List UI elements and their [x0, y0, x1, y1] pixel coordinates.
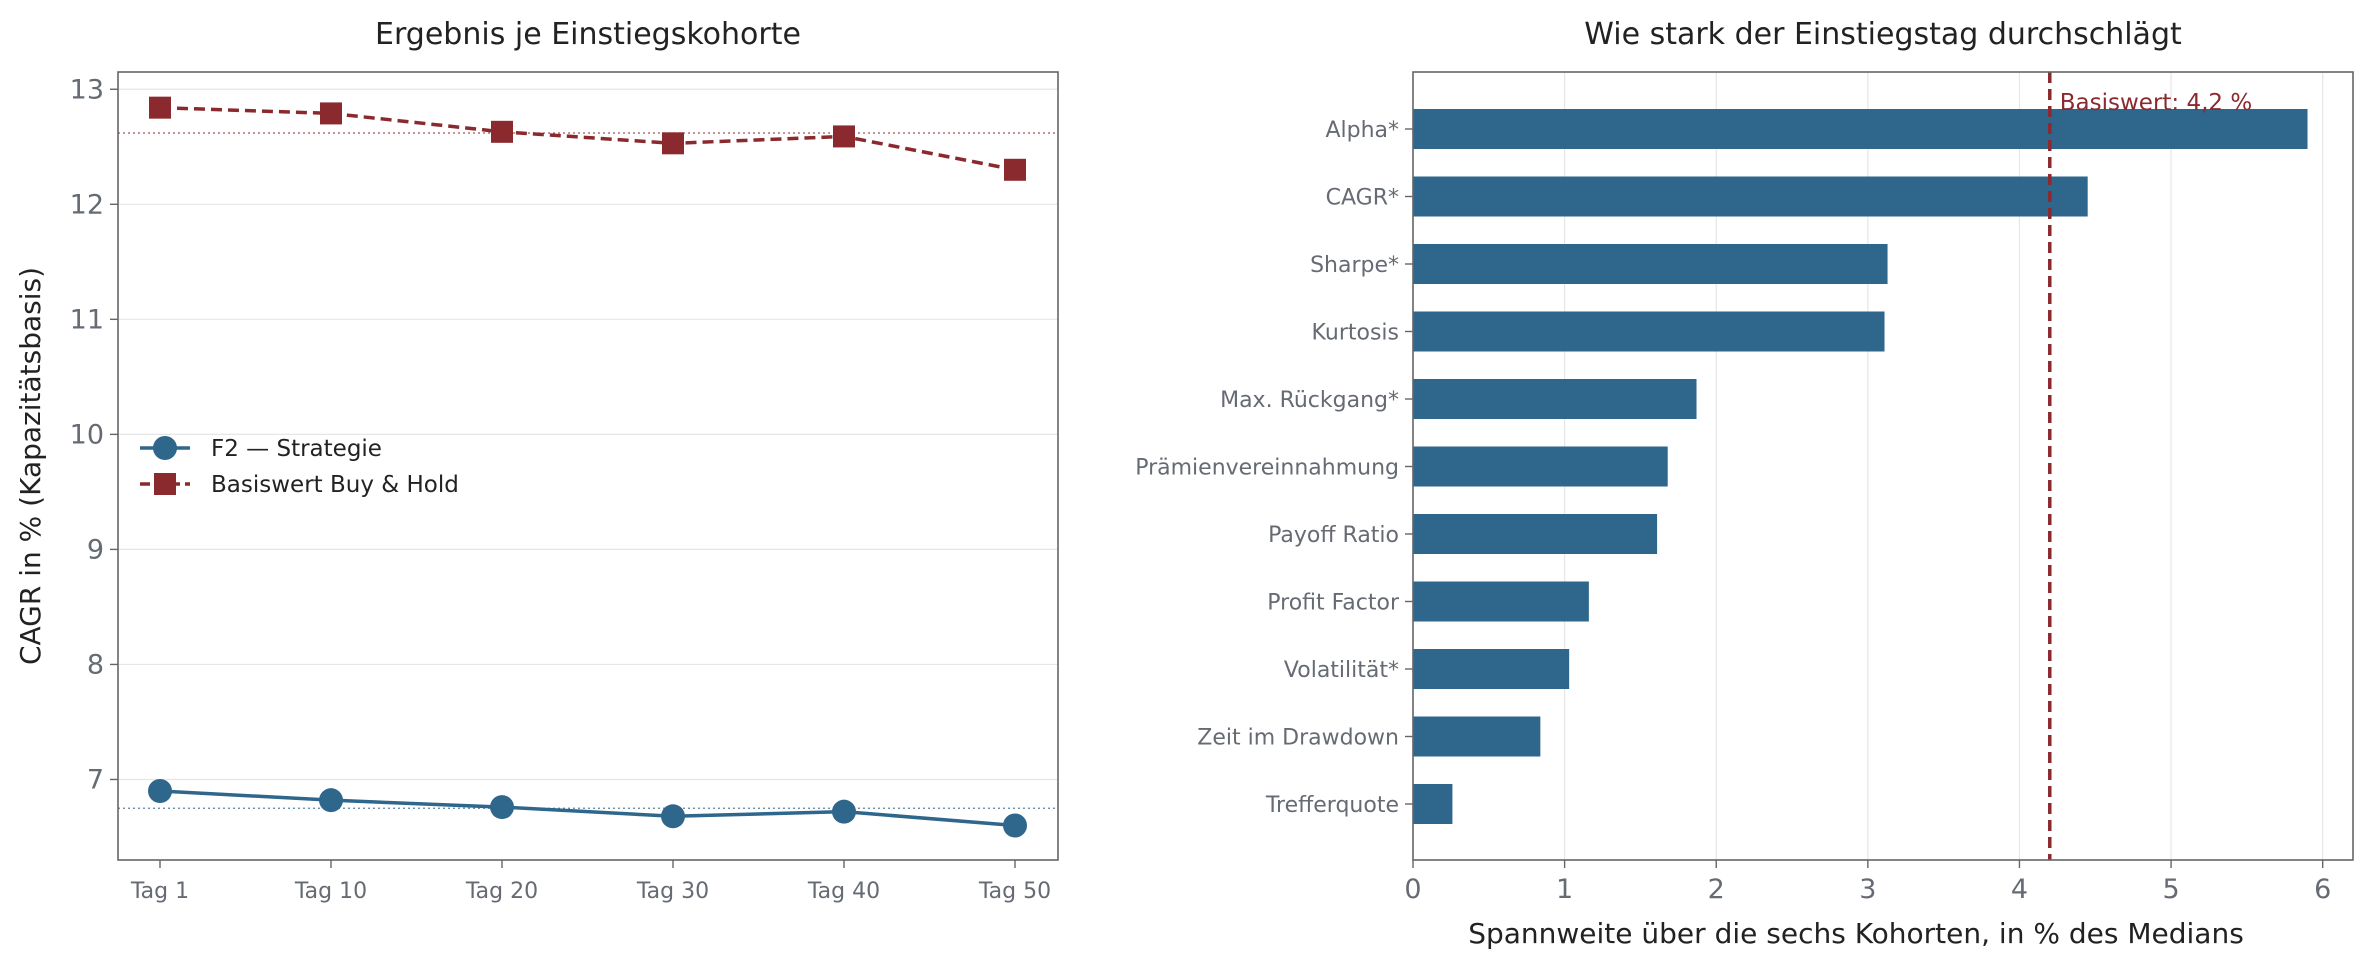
left-chart-panel: 7 8 9 10 11 12 13 Tag 1 Tag 10 Tag 20 Tag 30 Tag 4…: [14, 17, 1059, 904]
bar-8: [1413, 649, 1570, 689]
right-chart-title: Wie stark der Einstiegstag durchschlägt: [1584, 17, 2182, 52]
category-label-4: Max. Rückgang*: [1220, 388, 1399, 413]
bar-0: [1413, 109, 2308, 149]
category-label-7: Profit Factor: [1267, 591, 1400, 616]
left-chart-title: Ergebnis je Einstiegskohorte: [375, 17, 801, 52]
series-line-1: [159, 105, 1016, 172]
bar-2: [1413, 244, 1888, 284]
category-label-10: Trefferquote: [1265, 793, 1399, 818]
left-y-tick-label: 13: [70, 74, 104, 105]
left-plot-frame: [117, 71, 1059, 861]
data-point-0-5: [1003, 813, 1027, 838]
category-label-1: CAGR*: [1326, 186, 1399, 211]
right-x-tick-label: 1: [1556, 874, 1573, 905]
left-x-tick-label: Tag 10: [294, 879, 367, 904]
legend-label-benchmark: Basiswert Buy & Hold: [211, 472, 459, 498]
bar-6: [1413, 514, 1658, 554]
data-point-1-0: [149, 96, 171, 119]
left-y-tick-label: 10: [70, 419, 104, 450]
legend-item-benchmark: Basiswert Buy & Hold: [140, 472, 459, 498]
legend-item-strategy: F2 — Strategie: [140, 436, 382, 462]
right-plot-frame: [1412, 71, 2354, 861]
left-y-axis-label: CAGR in % (Kapazitätsbasis): [14, 267, 47, 665]
category-label-2: Sharpe*: [1310, 253, 1399, 278]
right-x-tick-label: 5: [2162, 874, 2179, 905]
left-reference-lines: [118, 132, 1058, 809]
right-x-axis-label: Spannweite über die sechs Kohorten, in %…: [1468, 917, 2244, 950]
data-point-0-1: [319, 788, 343, 813]
bar-1: [1413, 176, 2088, 217]
legend-label-strategy: F2 — Strategie: [211, 436, 382, 462]
reference-line-label: Basiswert: 4,2 %: [2060, 90, 2252, 116]
bar-3: [1413, 311, 1885, 352]
right-x-tick-label: 2: [1708, 874, 1725, 905]
data-point-1-1: [320, 102, 342, 125]
category-label-3: Kurtosis: [1312, 321, 1399, 346]
right-x-tick-label: 3: [1859, 874, 1876, 905]
bar-4: [1413, 379, 1697, 419]
left-legend: F2 — Strategie Basiswert Buy & Hold: [140, 436, 459, 498]
category-label-0: Alpha*: [1325, 118, 1399, 143]
right-x-tick-label: 4: [2011, 874, 2028, 905]
data-point-0-4: [832, 799, 856, 824]
right-x-tick-label: 6: [2314, 874, 2331, 905]
left-y-tick-label: 11: [70, 304, 104, 335]
left-x-tick-label: Tag 30: [636, 879, 709, 904]
data-point-1-2: [491, 120, 513, 143]
left-y-tick-label: 7: [87, 764, 104, 795]
left-grid: [118, 88, 1058, 781]
category-label-6: Payoff Ratio: [1268, 523, 1399, 548]
right-bars-group: [1413, 109, 2308, 824]
left-x-tick-label: Tag 1: [130, 879, 189, 904]
left-x-ticks: Tag 1 Tag 10 Tag 20 Tag 30 Tag 40 Tag 50: [130, 860, 1051, 904]
data-point-0-2: [490, 795, 514, 820]
bar-10: [1413, 784, 1453, 824]
bar-7: [1413, 581, 1589, 622]
data-point-1-5: [1004, 158, 1026, 181]
left-x-tick-label: Tag 50: [978, 879, 1051, 904]
left-x-tick-label: Tag 40: [807, 879, 880, 904]
left-y-tick-label: 9: [87, 534, 104, 565]
right-reference-group: Basiswert: 4,2 %: [2048, 72, 2252, 860]
left-x-tick-label: Tag 20: [465, 879, 538, 904]
bar-5: [1413, 446, 1668, 487]
right-x-ticks: 0 1 2 3 4 5 6: [1404, 860, 2331, 905]
data-point-1-4: [833, 125, 855, 148]
data-point-0-0: [148, 778, 172, 803]
left-y-tick-label: 8: [87, 649, 104, 680]
category-label-5: Prämienvereinnahmung: [1135, 456, 1399, 481]
right-x-tick-label: 0: [1404, 874, 1421, 905]
series-line-0: [159, 789, 1016, 828]
left-y-ticks: 7 8 9 10 11 12 13: [70, 74, 118, 795]
left-series-group: [148, 96, 1027, 838]
right-chart-panel: Basiswert: 4,2 % 0 1 2 3 4 5 6 Alpha* CAGR* Shar…: [1135, 17, 2354, 950]
data-point-1-3: [662, 132, 684, 155]
category-label-9: Zeit im Drawdown: [1197, 726, 1399, 751]
left-y-tick-label: 12: [70, 189, 104, 220]
legend-swatch-benchmark-marker: [154, 473, 176, 495]
bar-9: [1413, 716, 1541, 757]
category-label-8: Volatilität*: [1284, 658, 1399, 683]
right-category-labels: Alpha* CAGR* Sharpe* Kurtosis Max. Rückgang*…: [1135, 118, 1413, 818]
data-point-0-3: [661, 804, 685, 829]
legend-swatch-strategy-marker: [153, 436, 177, 460]
